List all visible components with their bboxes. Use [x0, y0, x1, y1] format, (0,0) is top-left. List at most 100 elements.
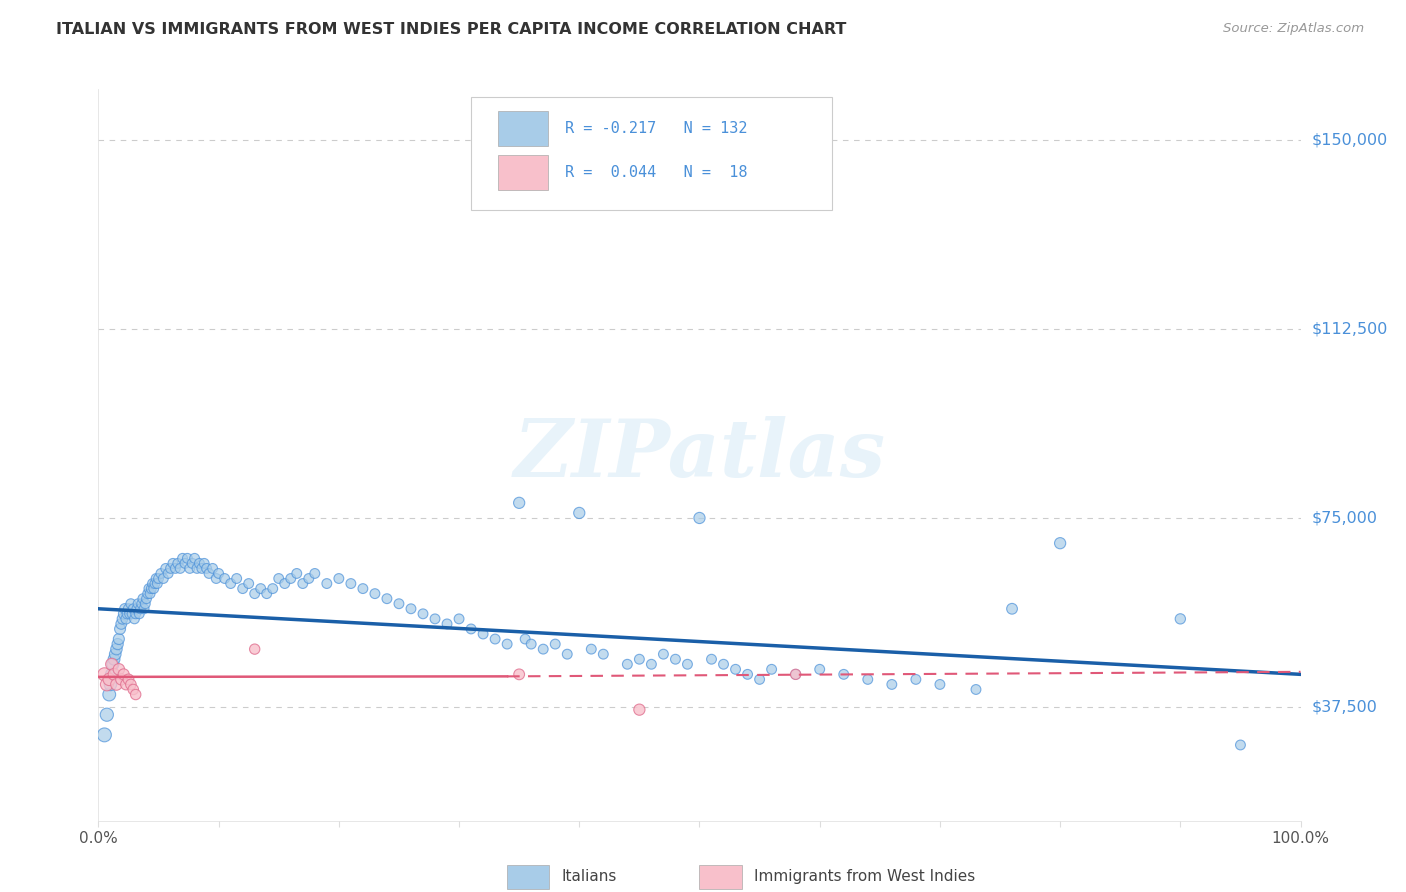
Point — [128, 607, 150, 621]
Point — [112, 667, 135, 681]
Point — [616, 657, 638, 672]
Point — [100, 667, 122, 681]
Point — [640, 657, 662, 672]
Point — [118, 607, 141, 621]
Text: ITALIAN VS IMMIGRANTS FROM WEST INDIES PER CAPITA INCOME CORRELATION CHART: ITALIAN VS IMMIGRANTS FROM WEST INDIES P… — [56, 22, 846, 37]
Point — [581, 642, 603, 657]
Point — [219, 576, 242, 591]
Point — [135, 591, 157, 606]
Point — [880, 677, 903, 691]
Point — [114, 601, 136, 615]
Point — [157, 566, 180, 581]
Point — [183, 551, 205, 566]
Point — [193, 557, 215, 571]
Point — [315, 576, 337, 591]
Point — [181, 557, 204, 571]
Point — [103, 667, 125, 681]
Point — [508, 667, 530, 681]
Point — [447, 612, 470, 626]
Point — [304, 566, 326, 581]
Point — [328, 572, 350, 586]
Text: Source: ZipAtlas.com: Source: ZipAtlas.com — [1223, 22, 1364, 36]
Point — [1001, 601, 1024, 615]
Point — [198, 566, 221, 581]
Point — [179, 561, 201, 575]
Point — [134, 597, 156, 611]
Point — [1229, 738, 1251, 752]
Point — [808, 662, 831, 676]
Point — [700, 652, 723, 666]
Text: $75,000: $75,000 — [1312, 510, 1378, 525]
Point — [120, 677, 142, 691]
Point — [628, 703, 651, 717]
Point — [1170, 612, 1192, 626]
Point — [93, 667, 115, 681]
Point — [205, 572, 228, 586]
Point — [152, 572, 174, 586]
Point — [628, 652, 651, 666]
Point — [117, 673, 139, 687]
Point — [108, 622, 131, 636]
Text: Immigrants from West Indies: Immigrants from West Indies — [754, 870, 974, 885]
Point — [145, 572, 167, 586]
Point — [340, 576, 363, 591]
Point — [115, 612, 138, 626]
Point — [96, 677, 118, 691]
Point — [544, 637, 567, 651]
Point — [352, 582, 374, 596]
Point — [141, 582, 163, 596]
Point — [928, 677, 950, 691]
FancyBboxPatch shape — [699, 865, 741, 888]
Point — [688, 511, 710, 525]
Point — [138, 582, 160, 596]
Point — [174, 557, 197, 571]
Point — [555, 647, 578, 661]
Point — [101, 657, 124, 672]
Point — [131, 597, 153, 611]
Point — [110, 616, 132, 631]
Point — [165, 561, 187, 575]
Point — [149, 566, 172, 581]
Point — [592, 647, 614, 661]
Text: R = -0.217   N = 132: R = -0.217 N = 132 — [565, 121, 748, 136]
Point — [225, 572, 247, 586]
Point — [121, 607, 143, 621]
Point — [399, 601, 422, 615]
Point — [112, 607, 135, 621]
Text: ZIPatlas: ZIPatlas — [513, 417, 886, 493]
Point — [166, 557, 188, 571]
Point — [162, 557, 184, 571]
Point — [125, 607, 148, 621]
Point — [186, 561, 208, 575]
Text: $150,000: $150,000 — [1312, 132, 1388, 147]
Point — [243, 642, 266, 657]
Point — [125, 601, 148, 615]
Point — [169, 561, 191, 575]
Point — [132, 601, 155, 615]
Point — [98, 688, 121, 702]
Point — [105, 677, 128, 691]
Point — [412, 607, 434, 621]
Point — [201, 561, 224, 575]
Point — [1049, 536, 1071, 550]
Point — [520, 637, 543, 651]
Point — [737, 667, 759, 681]
Point — [298, 572, 321, 586]
Point — [129, 601, 152, 615]
Point — [472, 627, 495, 641]
Point — [105, 642, 128, 657]
Point — [214, 572, 236, 586]
Point — [117, 607, 139, 621]
Point — [652, 647, 675, 661]
Point — [176, 551, 198, 566]
Point — [100, 677, 122, 691]
Point — [785, 667, 807, 681]
Point — [496, 637, 519, 651]
Point — [127, 597, 149, 611]
Point — [107, 637, 129, 651]
Point — [262, 582, 284, 596]
Text: $112,500: $112,500 — [1312, 321, 1388, 336]
Point — [120, 597, 142, 611]
Point — [664, 652, 686, 666]
Point — [568, 506, 591, 520]
